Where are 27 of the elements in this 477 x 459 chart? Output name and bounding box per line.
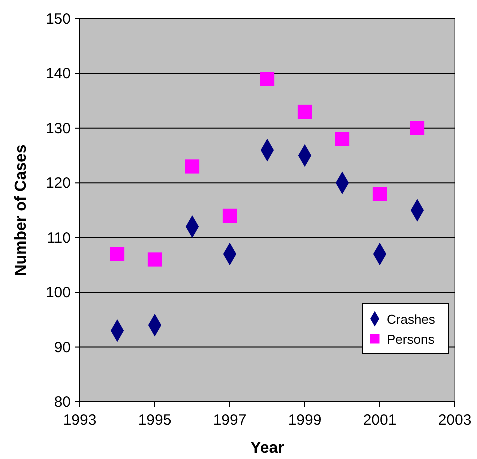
x-tick-label: 1995 (138, 412, 172, 429)
point (298, 104, 312, 120)
y-tick-label: 140 (46, 66, 71, 83)
point (260, 72, 275, 86)
y-tick-label: 90 (54, 339, 71, 356)
point (410, 121, 425, 136)
x-tick-label: 2001 (363, 412, 397, 429)
x-tick-label: 1997 (213, 412, 247, 429)
legend-label: Persons (387, 332, 436, 347)
y-tick-label: 120 (46, 175, 71, 192)
y-tick-label: 130 (46, 120, 71, 138)
x-tick-label: 1999 (288, 412, 322, 429)
y-tick-label: 150 (46, 11, 71, 28)
y-tick-label: 100 (46, 284, 71, 302)
point (335, 132, 350, 146)
legend-label: Crashes (387, 312, 436, 327)
point (110, 247, 125, 262)
point (148, 252, 162, 267)
y-tick-label: 80 (54, 394, 71, 411)
x-tick-label: 2003 (438, 412, 472, 429)
x-tick-label: 1993 (63, 412, 97, 429)
x-axis-title: Year (250, 440, 284, 457)
y-tick-label: 110 (47, 230, 71, 247)
point (222, 208, 238, 224)
point (185, 160, 200, 174)
point (372, 187, 388, 202)
y-axis-title: Number of Cases (13, 144, 30, 276)
